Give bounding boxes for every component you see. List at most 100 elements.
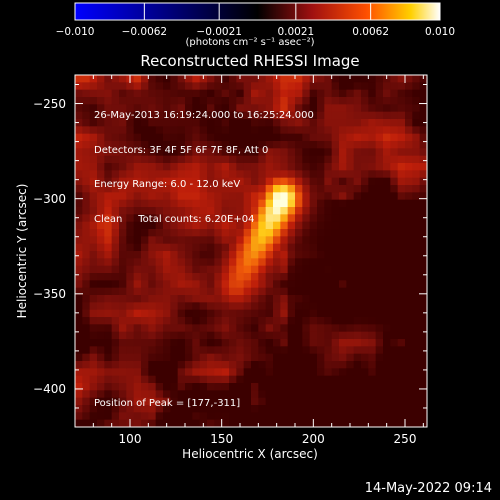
heatmap-cell <box>89 133 98 142</box>
heatmap-cell <box>119 97 127 105</box>
heatmap-cell <box>339 258 347 267</box>
heatmap-cell <box>119 419 127 427</box>
heatmap-cell <box>199 185 208 193</box>
heatmap-cell <box>368 339 377 347</box>
heatmap-cell <box>82 207 91 215</box>
heatmap-cell <box>280 302 289 311</box>
heatmap-cell <box>236 405 245 413</box>
heatmap-cell <box>97 148 105 157</box>
heatmap-cell <box>397 405 406 413</box>
heatmap-cell <box>419 133 427 142</box>
heatmap-cell <box>170 412 179 421</box>
heatmap-cell <box>361 280 369 289</box>
heatmap-cell <box>346 170 355 179</box>
heatmap-cell <box>383 155 391 164</box>
heatmap-cell <box>170 141 179 149</box>
heatmap-cell <box>185 405 193 413</box>
heatmap-cell <box>185 214 193 223</box>
heatmap-cell <box>397 199 406 208</box>
heatmap-cell <box>148 111 157 120</box>
heatmap-cell <box>141 375 149 384</box>
heatmap-cell <box>383 339 391 347</box>
heatmap-cell <box>221 375 230 384</box>
heatmap-cell <box>133 368 142 377</box>
heatmap-cell <box>170 126 179 135</box>
heatmap-cell <box>265 221 274 230</box>
heatmap-cell <box>89 309 98 318</box>
footer-date: 14-May-2022 09:14 <box>364 481 492 496</box>
heatmap-cell <box>185 258 193 267</box>
heatmap-cell <box>82 236 91 245</box>
heatmap-cell <box>339 214 347 223</box>
heatmap-cell <box>192 133 201 142</box>
heatmap-cell <box>265 229 274 237</box>
heatmap-cell <box>390 148 399 157</box>
heatmap-cell <box>236 97 245 105</box>
heatmap-cell <box>346 280 355 289</box>
heatmap-cell <box>273 155 281 164</box>
heatmap-cell <box>405 155 413 164</box>
heatmap-cell <box>258 295 267 303</box>
heatmap-cell <box>199 258 208 267</box>
heatmap-cell <box>419 375 427 384</box>
heatmap-cell <box>405 126 413 135</box>
heatmap-cell <box>119 383 127 391</box>
heatmap-cell <box>390 89 399 98</box>
heatmap-cell <box>265 163 274 171</box>
heatmap-cell <box>163 214 171 223</box>
heatmap-cell <box>177 148 186 157</box>
heatmap-cell <box>346 397 355 406</box>
heatmap-cell <box>214 331 223 340</box>
heatmap-cell <box>221 192 230 201</box>
heatmap-cell <box>148 185 157 193</box>
heatmap-cell <box>214 405 223 413</box>
heatmap-cell <box>126 148 135 157</box>
heatmap-cell <box>97 104 105 113</box>
heatmap-cell <box>185 148 193 157</box>
heatmap-cell <box>111 155 120 164</box>
heatmap-cell <box>397 243 406 252</box>
heatmap-cell <box>155 82 164 91</box>
heatmap-cell <box>111 258 120 267</box>
heatmap-cell <box>375 75 384 83</box>
heatmap-cell <box>221 119 230 127</box>
heatmap-cell <box>82 280 91 289</box>
heatmap-cell <box>133 104 142 113</box>
heatmap-cell <box>229 185 237 193</box>
heatmap-cell <box>104 236 113 245</box>
heatmap-cell <box>82 177 91 186</box>
heatmap-cell <box>97 419 105 427</box>
heatmap-cell <box>397 251 406 259</box>
heatmap-cell <box>192 221 201 230</box>
heatmap-cell <box>368 258 377 267</box>
heatmap-cell <box>192 155 201 164</box>
heatmap-cell <box>405 89 413 98</box>
heatmap-cell <box>353 155 362 164</box>
heatmap-cell <box>104 243 113 252</box>
heatmap-cell <box>383 148 391 157</box>
heatmap-cell <box>243 185 252 193</box>
heatmap-cell <box>273 265 281 274</box>
heatmap-cell <box>236 412 245 421</box>
heatmap-cell <box>199 111 208 120</box>
heatmap-cell <box>317 280 325 289</box>
heatmap-cell <box>405 177 413 186</box>
heatmap-cell <box>192 317 201 325</box>
heatmap-cell <box>199 309 208 318</box>
heatmap-cell <box>221 412 230 421</box>
heatmap-cell <box>221 221 230 230</box>
heatmap-cell <box>280 133 289 142</box>
heatmap-cell <box>97 170 105 179</box>
heatmap-cell <box>346 141 355 149</box>
heatmap-cell <box>141 412 149 421</box>
heatmap-cell <box>331 75 340 83</box>
heatmap-cell <box>375 375 384 384</box>
heatmap-cell <box>177 331 186 340</box>
heatmap-cell <box>82 221 91 230</box>
heatmap-cell <box>383 177 391 186</box>
heatmap-cell <box>353 236 362 245</box>
heatmap-cell <box>405 405 413 413</box>
heatmap-cell <box>104 353 113 362</box>
heatmap-cell <box>368 119 377 127</box>
heatmap-cell <box>82 397 91 406</box>
